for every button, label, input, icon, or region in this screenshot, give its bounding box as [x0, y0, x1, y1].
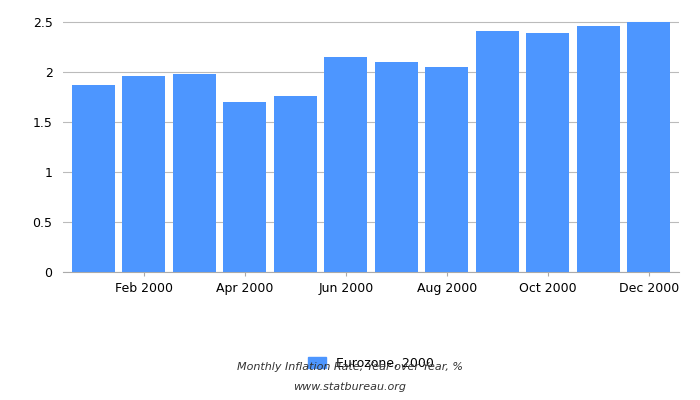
Bar — [324, 57, 368, 272]
Legend: Eurozone, 2000: Eurozone, 2000 — [302, 352, 440, 375]
Text: www.statbureau.org: www.statbureau.org — [293, 382, 407, 392]
Bar — [223, 102, 266, 272]
Bar — [577, 26, 620, 272]
Text: Monthly Inflation Rate, Year over Year, %: Monthly Inflation Rate, Year over Year, … — [237, 362, 463, 372]
Bar — [426, 67, 468, 272]
Bar — [274, 96, 316, 272]
Bar — [72, 85, 115, 272]
Bar — [122, 76, 165, 272]
Bar — [476, 31, 519, 272]
Bar — [627, 22, 670, 272]
Bar — [526, 33, 569, 272]
Bar — [374, 62, 418, 272]
Bar — [173, 74, 216, 272]
